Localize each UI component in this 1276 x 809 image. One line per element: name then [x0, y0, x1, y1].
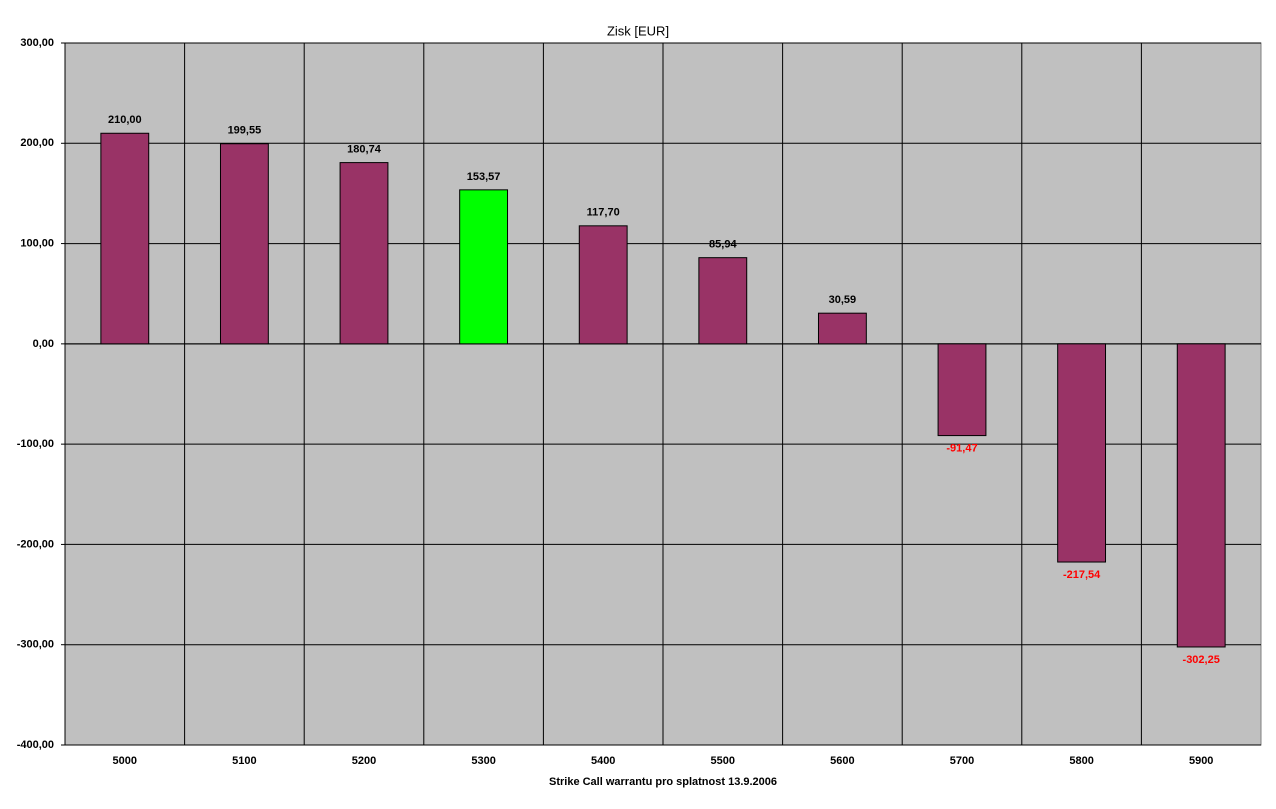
y-tick-label: 200,00: [20, 137, 54, 149]
x-tick-label: 5900: [1189, 755, 1213, 767]
x-tick-label: 5100: [232, 755, 256, 767]
bar: [459, 189, 509, 345]
x-tick-label: 5300: [471, 755, 495, 767]
bar: [100, 132, 150, 345]
bar: [937, 343, 987, 437]
bar: [698, 257, 748, 345]
x-tick-label: 5700: [950, 755, 974, 767]
x-tick-label: 5800: [1069, 755, 1093, 767]
bar: [1057, 343, 1107, 563]
x-tick-label: 5200: [352, 755, 376, 767]
bar: [578, 225, 628, 345]
value-label: 117,70: [587, 207, 620, 219]
y-tick-label: -400,00: [17, 739, 54, 751]
value-label: -217,54: [1063, 569, 1101, 581]
value-label: 210,00: [108, 114, 142, 126]
bar: [1176, 343, 1226, 648]
bar: [339, 162, 389, 345]
x-axis-title: Strike Call warrantu pro splatnost 13.9.…: [549, 776, 777, 788]
x-tick-label: 5600: [830, 755, 854, 767]
x-tick-label: 5400: [591, 755, 615, 767]
value-label: 153,57: [467, 171, 501, 183]
value-label: -302,25: [1183, 654, 1220, 666]
x-tick-label: 5000: [113, 755, 137, 767]
value-label: -91,47: [946, 442, 977, 454]
x-tick-label: 5500: [711, 755, 735, 767]
bar: [817, 312, 867, 345]
y-tick-label: 100,00: [20, 237, 54, 249]
value-label: 30,59: [829, 294, 857, 306]
bar: [219, 143, 269, 345]
value-label: 180,74: [347, 144, 382, 156]
y-tick-label: -100,00: [17, 438, 54, 450]
y-tick-label: 300,00: [20, 37, 54, 49]
y-tick-label: -200,00: [17, 538, 54, 550]
chart-title: Zisk [EUR]: [607, 23, 669, 38]
value-label: 199,55: [228, 125, 262, 137]
y-tick-label: -300,00: [17, 639, 54, 651]
value-label: 85,94: [709, 239, 737, 251]
y-tick-label: 0,00: [33, 338, 54, 350]
